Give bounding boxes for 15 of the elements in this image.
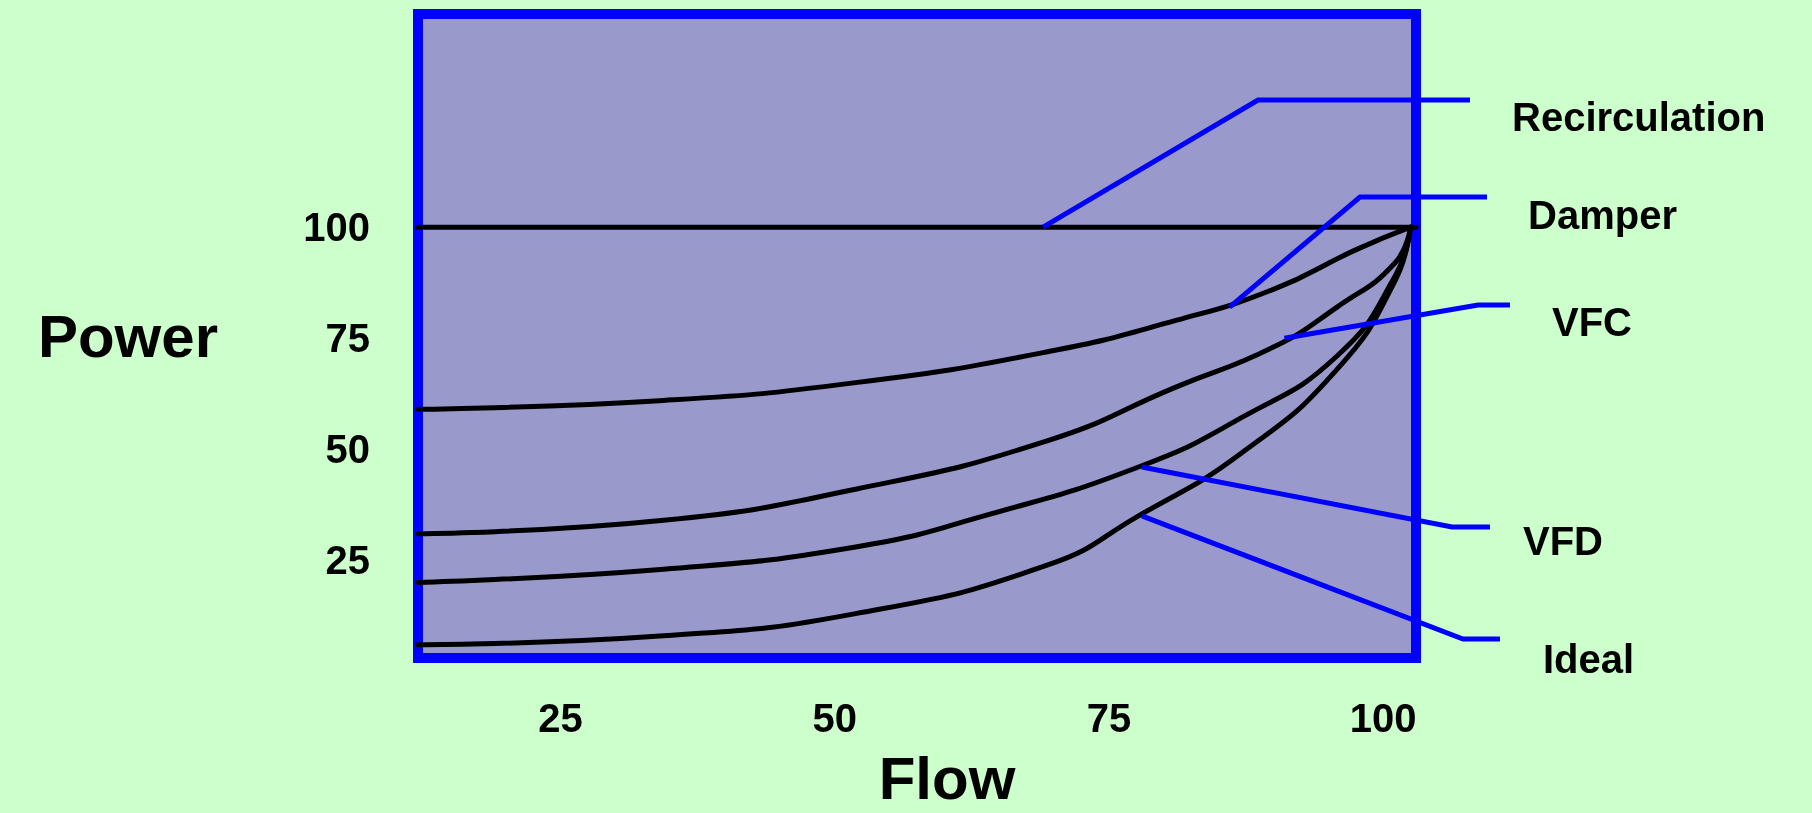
y-tick-label: 75 [325,316,370,361]
x-tick-label: 50 [812,696,857,740]
y-axis-title: Power [37,302,218,370]
y-tick-label: 50 [325,427,370,472]
x-tick-label: 25 [538,696,583,740]
x-tick-label: 75 [1086,696,1132,740]
x-tick-label: 100 [1349,696,1417,740]
annotation: VFC [1552,300,1632,344]
annotation: Damper [1528,193,1677,237]
annotation: Recirculation [1512,95,1766,139]
y-tick-label: 100 [303,205,370,250]
annotation: VFD [1523,519,1603,563]
y-tick-label: 25 [325,538,370,583]
annotation: Ideal [1543,637,1635,681]
x-axis-title: Flow [878,744,1016,812]
